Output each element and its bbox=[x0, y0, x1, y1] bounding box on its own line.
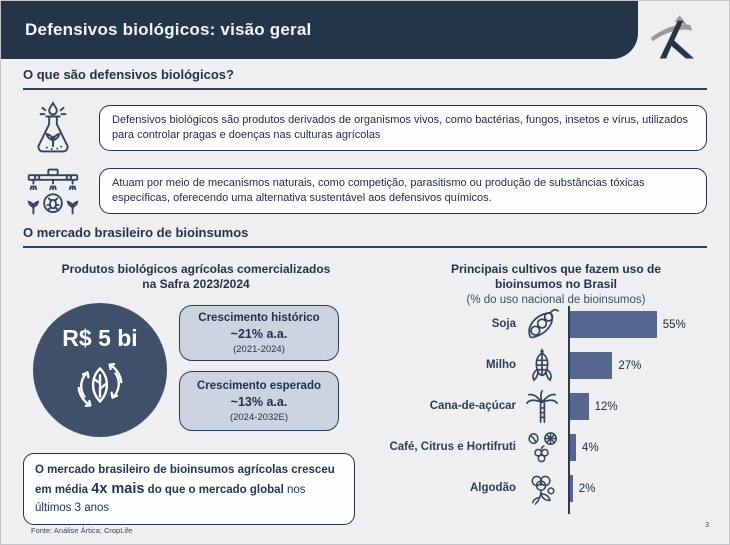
chart-row: Algodão 2% bbox=[386, 468, 728, 509]
chart-rows: Soja 55% Milho 27% Cana-de-açúcar 12% Ca… bbox=[386, 304, 728, 509]
callout-highlight: 4x mais bbox=[91, 480, 145, 497]
cotton-icon bbox=[516, 472, 568, 506]
market-value: R$ 5 bi bbox=[62, 324, 138, 351]
callout-text: O mercado brasileiro de bioinsumos agríc… bbox=[35, 464, 335, 496]
chart-row-label: Milho bbox=[485, 358, 516, 371]
section-what-are: O que são defensivos biológicos? bbox=[23, 67, 707, 216]
chart-title: Principais cultivos que fazem uso de bio… bbox=[450, 262, 662, 291]
flask-plant-icon bbox=[23, 101, 83, 155]
chart-bar-track: 55% bbox=[568, 304, 728, 345]
chart-subtitle: (% do uso nacional de bioinsumos) bbox=[466, 294, 646, 306]
page-title: Defensivos biológicos: visão geral bbox=[25, 20, 312, 39]
growth-period: (2024-2032E) bbox=[229, 411, 289, 423]
mechanism-row: Atuam por meio de mecanismos naturais, c… bbox=[23, 166, 707, 216]
growth-label: Crescimento esperado bbox=[197, 379, 321, 392]
definition-row: Defensivos biológicos são produtos deriv… bbox=[23, 101, 707, 155]
chart-bar bbox=[569, 434, 576, 461]
growth-period: (2021-2024) bbox=[233, 343, 285, 355]
chart-bar bbox=[569, 311, 657, 338]
chart-row-label: Cana-de-açúcar bbox=[429, 399, 516, 412]
mechanism-box: Atuam por meio de mecanismos naturais, c… bbox=[99, 167, 707, 215]
artica-logo-icon bbox=[650, 15, 694, 59]
leaf-recycle-icon bbox=[77, 362, 123, 407]
growth-box-expected: Crescimento esperado ~13% a.a. (2024-203… bbox=[179, 371, 339, 431]
crop-sprayer-icon bbox=[23, 166, 83, 216]
corn-icon bbox=[516, 349, 568, 383]
chart-bar-value: 55% bbox=[662, 318, 686, 331]
page-number: 3 bbox=[705, 522, 709, 529]
soybean-icon bbox=[516, 308, 568, 342]
callout-text: nos últimos 3 anos bbox=[35, 483, 306, 514]
header-bar: Defensivos biológicos: visão geral bbox=[1, 1, 638, 59]
market-heading: Produtos biológicos agrícolas comerciali… bbox=[61, 262, 331, 291]
coffee-citrus-icon bbox=[516, 431, 568, 465]
chart-bar-track: 4% bbox=[568, 427, 728, 468]
crops-bar-chart: Soja 55% Milho 27% Cana-de-açúcar 12% Ca… bbox=[386, 304, 728, 516]
section-market: O mercado brasileiro de bioinsumos bbox=[23, 225, 707, 248]
chart-bar bbox=[569, 475, 573, 502]
growth-box-historic: Crescimento histórico ~21% a.a. (2021-20… bbox=[179, 305, 339, 361]
section2-title: O mercado brasileiro de bioinsumos bbox=[23, 225, 707, 248]
chart-row-label: Algodão bbox=[470, 481, 516, 494]
chart-row: Café, Citrus e Hortifruti 4% bbox=[386, 427, 728, 468]
chart-bar bbox=[569, 352, 613, 379]
chart-row-label: Café, Citrus e Hortifruti bbox=[389, 440, 516, 453]
callout-text: do que o mercado global bbox=[144, 483, 284, 496]
chart-bar-value: 2% bbox=[578, 482, 596, 495]
growth-value: ~13% a.a. bbox=[230, 394, 288, 409]
growth-value: ~21% a.a. bbox=[230, 326, 288, 341]
chart-heading: Principais cultivos que fazem uso de bio… bbox=[391, 262, 721, 306]
growth-label: Crescimento histórico bbox=[198, 311, 320, 324]
market-value-circle: R$ 5 bi bbox=[33, 303, 167, 437]
chart-row: Cana-de-açúcar 12% bbox=[386, 386, 728, 427]
market-callout-box: O mercado brasileiro de bioinsumos agríc… bbox=[23, 453, 355, 526]
definition-box: Defensivos biológicos são produtos deriv… bbox=[99, 104, 707, 152]
chart-axis bbox=[568, 306, 570, 514]
sugarcane-icon bbox=[516, 390, 568, 424]
source-note: Fonte: Análise Ártica; CropLife bbox=[31, 526, 133, 535]
chart-row: Milho 27% bbox=[386, 345, 728, 386]
chart-bar-track: 27% bbox=[568, 345, 728, 386]
chart-bar-track: 12% bbox=[568, 386, 728, 427]
chart-row: Soja 55% bbox=[386, 304, 728, 345]
section1-title: O que são defensivos biológicos? bbox=[23, 67, 707, 90]
chart-bar-track: 2% bbox=[568, 468, 728, 509]
chart-row-label: Soja bbox=[491, 317, 516, 330]
chart-bar-value: 12% bbox=[594, 400, 618, 413]
chart-bar bbox=[569, 393, 589, 420]
chart-bar-value: 27% bbox=[618, 359, 642, 372]
chart-bar-value: 4% bbox=[581, 441, 599, 454]
